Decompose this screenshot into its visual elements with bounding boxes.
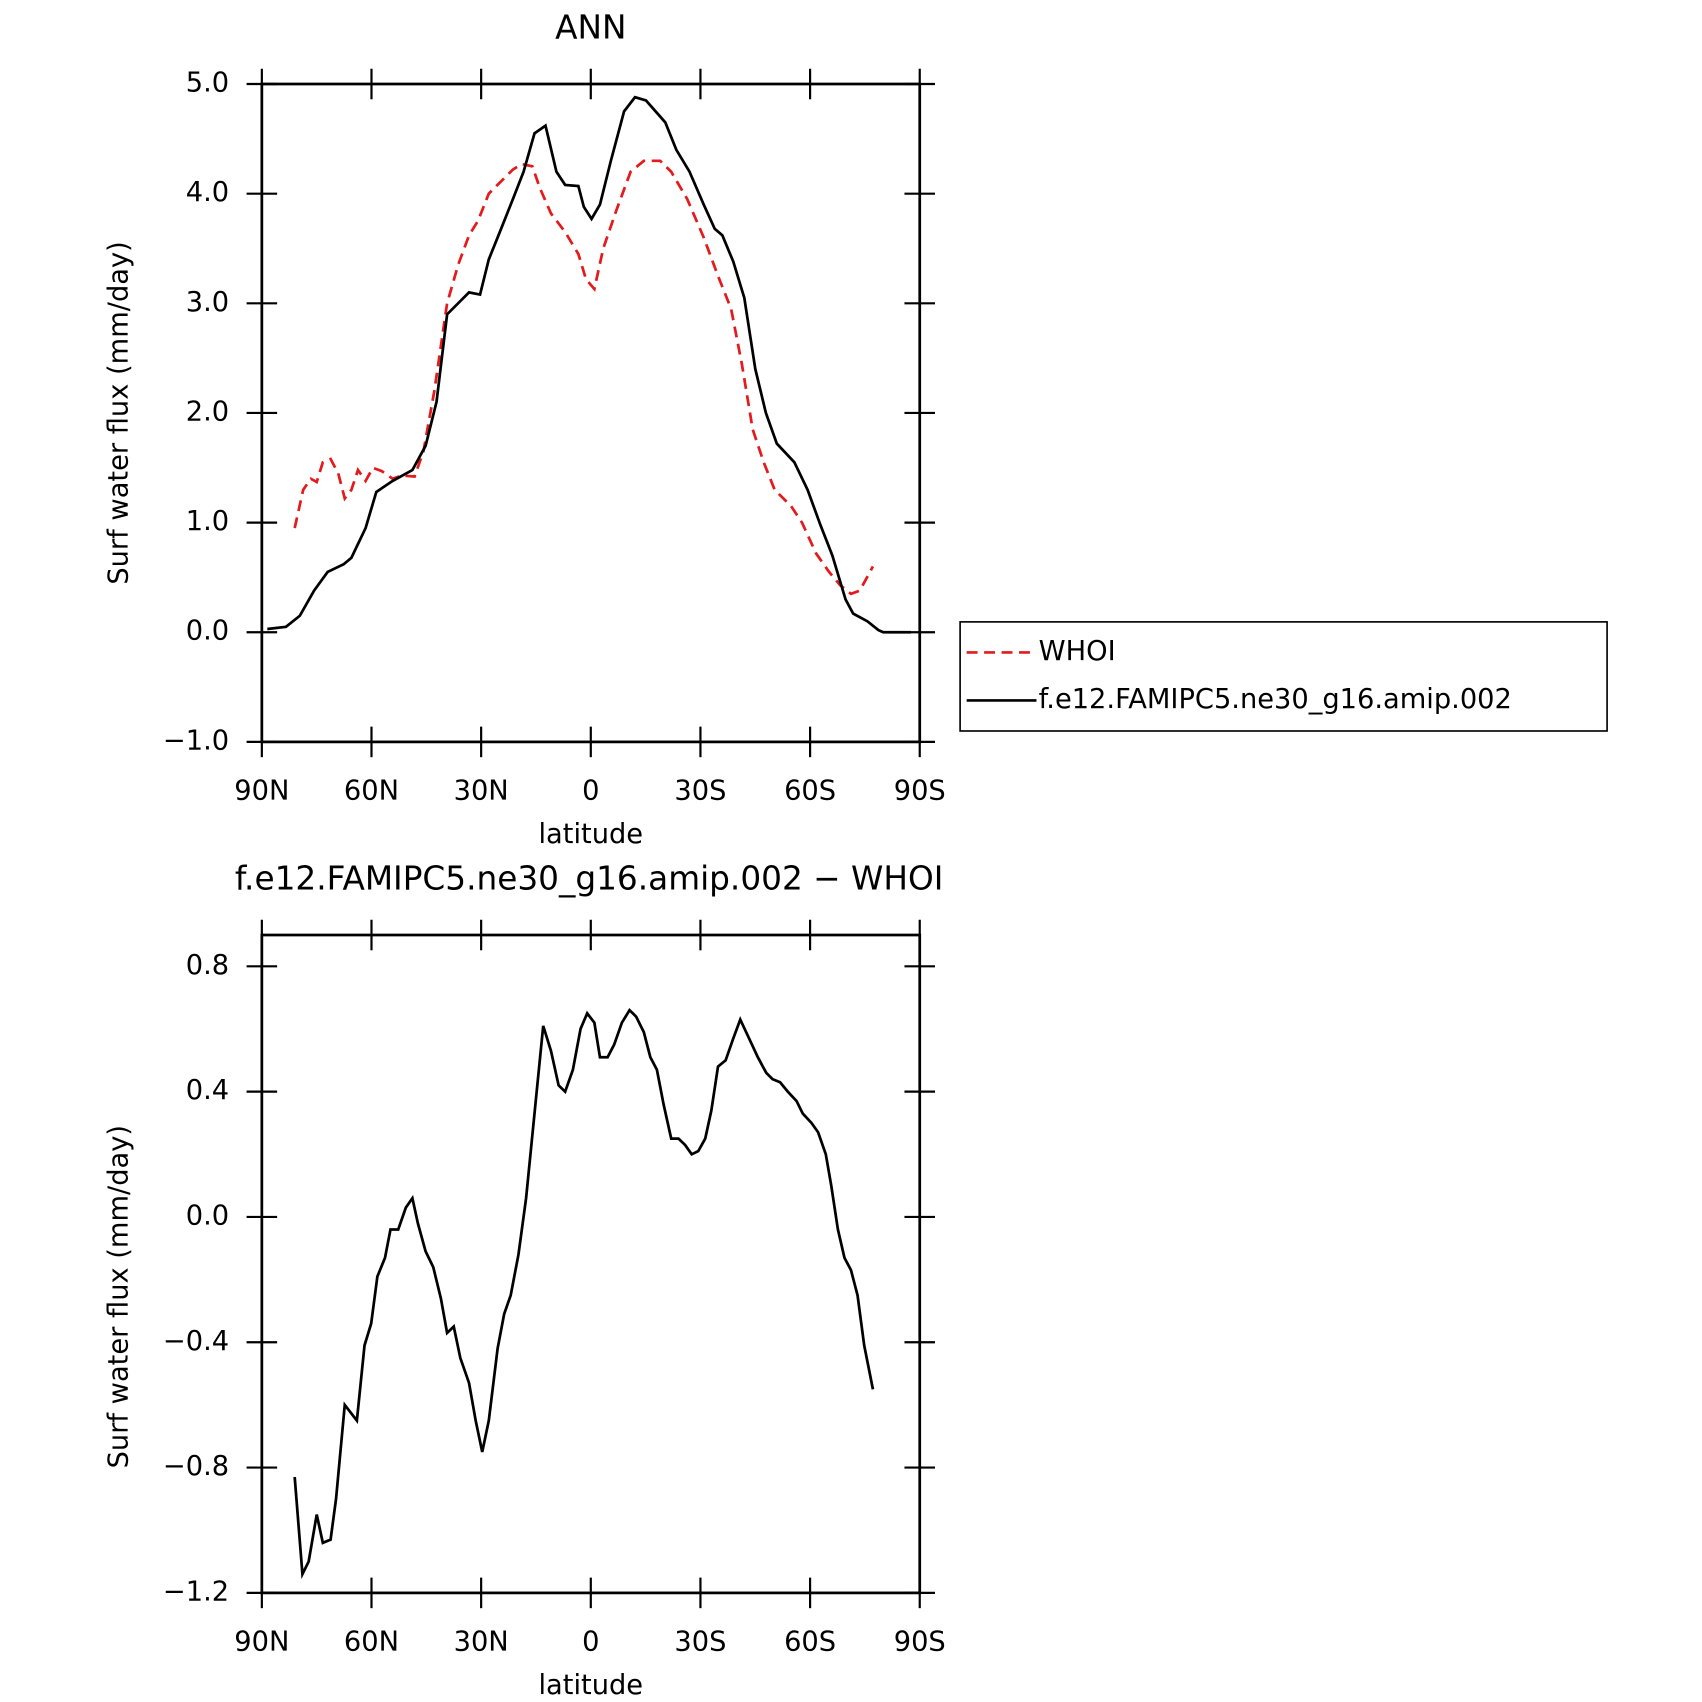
x-tick-label: 30S xyxy=(674,1627,726,1658)
chart-title: ANN xyxy=(555,8,626,46)
x-tick-label: 90N xyxy=(234,776,289,807)
y-tick-label: 1.0 xyxy=(186,506,229,537)
y-tick-label: 5.0 xyxy=(186,68,229,99)
y-tick-label: 0.0 xyxy=(186,1200,229,1231)
y-tick-label: 3.0 xyxy=(186,287,229,318)
y-tick-label: −0.4 xyxy=(163,1326,229,1357)
x-tick-label: 30S xyxy=(674,776,726,807)
x-axis-label: latitude xyxy=(538,1670,643,1701)
data-line xyxy=(267,95,912,634)
y-tick-label: 0.8 xyxy=(186,950,229,981)
legend-label: f.e12.FAMIPC5.ne30_g16.amip.002 xyxy=(1039,684,1512,715)
plot-frame xyxy=(260,82,922,744)
y-axis-label: Surf water flux (mm/day) xyxy=(104,1125,135,1468)
x-tick-label: 90S xyxy=(894,776,946,807)
x-tick-label: 60N xyxy=(344,1627,399,1658)
x-tick-label: 30N xyxy=(454,1627,509,1658)
data-line xyxy=(293,159,875,596)
y-tick-label: 0.4 xyxy=(186,1075,229,1106)
x-tick-label: 60N xyxy=(344,776,399,807)
x-tick-label: 0 xyxy=(582,1627,599,1658)
y-tick-label: −0.8 xyxy=(163,1451,229,1482)
y-tick-label: 4.0 xyxy=(186,177,229,208)
y-axis-label: Surf water flux (mm/day) xyxy=(104,241,135,584)
x-tick-label: 90S xyxy=(894,1627,946,1658)
y-tick-label: −1.0 xyxy=(163,725,229,756)
y-tick-label: 2.0 xyxy=(186,396,229,427)
x-tick-label: 60S xyxy=(784,1627,836,1658)
legend-box xyxy=(959,621,1608,732)
x-tick-label: 90N xyxy=(234,1627,289,1658)
y-tick-label: 0.0 xyxy=(186,616,229,647)
x-tick-label: 0 xyxy=(582,776,599,807)
chart-title: f.e12.FAMIPC5.ne30_g16.amip.002 − WHOI xyxy=(235,859,943,897)
plot-frame xyxy=(260,933,922,1595)
data-line xyxy=(293,1008,875,1580)
x-tick-label: 30N xyxy=(454,776,509,807)
x-tick-label: 60S xyxy=(784,776,836,807)
x-axis-label: latitude xyxy=(538,819,643,850)
y-tick-label: −1.2 xyxy=(163,1576,229,1607)
legend-label: WHOI xyxy=(1039,636,1116,667)
